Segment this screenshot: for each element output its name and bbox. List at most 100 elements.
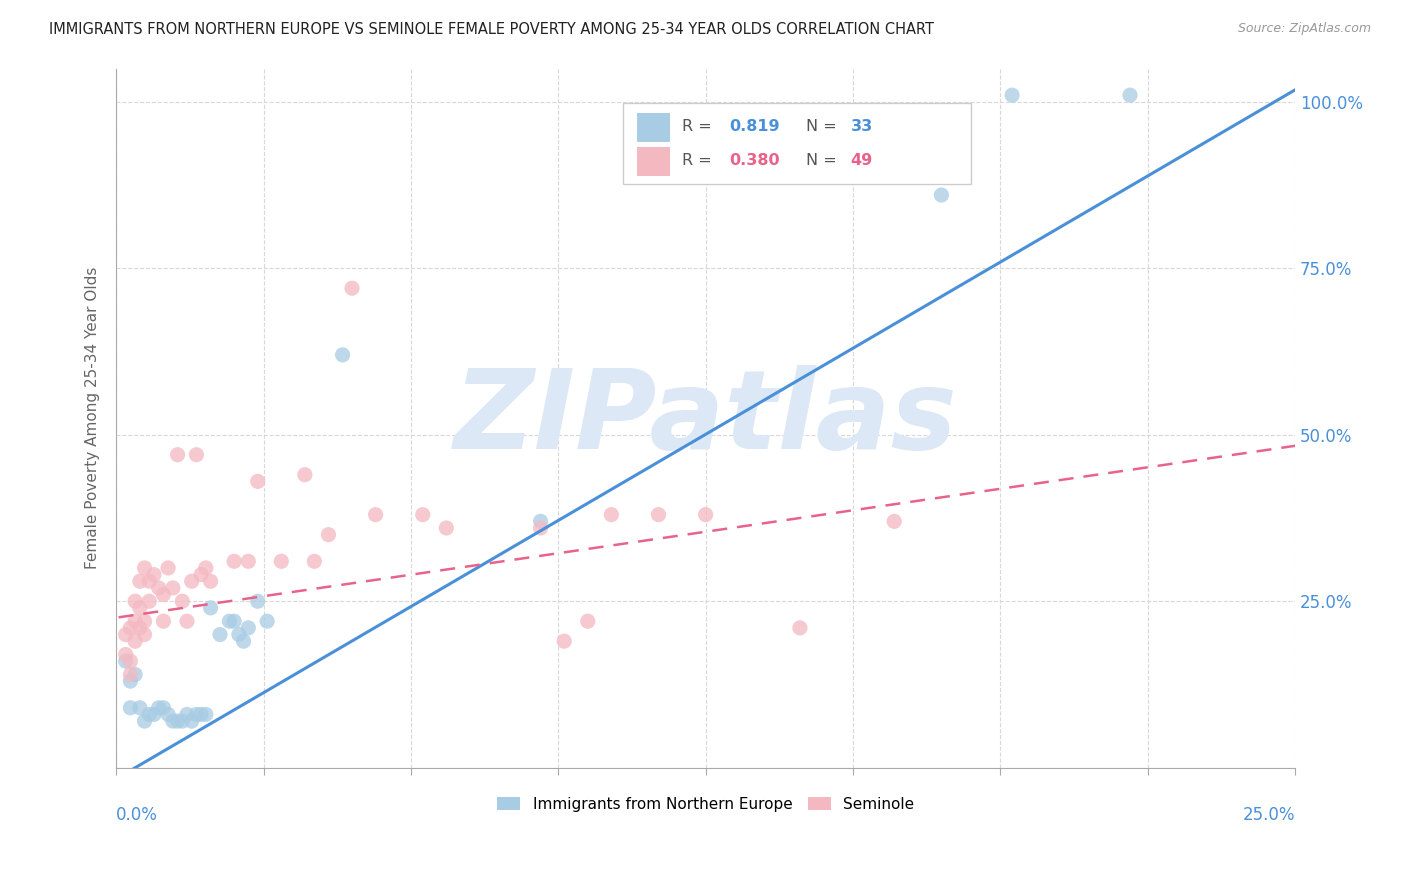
Point (246, 475, 269, 489)
Point (114, 654, 136, 668)
Bar (637, 112, 671, 142)
Point (883, 514, 905, 528)
Point (232, 634, 254, 648)
Point (128, 700, 150, 714)
Point (124, 594, 146, 608)
Point (143, 707, 166, 722)
Point (138, 574, 160, 589)
Text: ZIPatlas: ZIPatlas (454, 365, 957, 472)
Point (172, 714, 194, 728)
Point (157, 707, 180, 722)
Point (224, 554, 246, 568)
Point (114, 627, 136, 641)
Point (134, 627, 156, 641)
Point (128, 574, 150, 589)
Point (176, 707, 198, 722)
Point (172, 594, 194, 608)
Point (931, 188, 953, 202)
Point (246, 594, 269, 608)
Text: 33: 33 (851, 119, 873, 134)
Point (200, 574, 222, 589)
Point (134, 561, 156, 575)
Y-axis label: Female Poverty Among 25-34 Year Olds: Female Poverty Among 25-34 Year Olds (86, 267, 100, 569)
Point (1119, 88, 1142, 103)
Point (1001, 88, 1024, 103)
Point (124, 667, 146, 681)
Point (128, 621, 150, 635)
Point (190, 707, 212, 722)
Point (647, 508, 669, 522)
Point (138, 594, 160, 608)
Point (190, 567, 212, 582)
Legend: Immigrants from Northern Europe, Seminole: Immigrants from Northern Europe, Seminol… (489, 789, 921, 820)
Point (332, 348, 354, 362)
Point (148, 700, 170, 714)
Point (789, 621, 811, 635)
Point (238, 554, 260, 568)
Text: R =: R = (682, 153, 717, 169)
Point (124, 614, 146, 628)
Text: 0.380: 0.380 (730, 153, 780, 169)
Text: IMMIGRANTS FROM NORTHERN EUROPE VS SEMINOLE FEMALE POVERTY AMONG 25-34 YEAR OLDS: IMMIGRANTS FROM NORTHERN EUROPE VS SEMIN… (49, 22, 934, 37)
Point (318, 527, 340, 541)
Point (256, 614, 278, 628)
Point (553, 634, 575, 648)
Point (157, 561, 180, 575)
Point (224, 614, 246, 628)
Point (152, 588, 174, 602)
Point (270, 554, 292, 568)
Point (120, 621, 142, 635)
Point (238, 621, 260, 635)
Point (434, 521, 457, 535)
Point (162, 714, 184, 728)
Point (194, 707, 217, 722)
Point (304, 554, 326, 568)
Point (176, 614, 198, 628)
Point (166, 448, 188, 462)
Point (530, 514, 553, 528)
Point (120, 674, 142, 689)
Point (114, 648, 136, 662)
Point (208, 627, 231, 641)
Point (124, 634, 146, 648)
Point (194, 561, 217, 575)
Point (162, 581, 184, 595)
Point (340, 281, 363, 295)
Point (166, 714, 188, 728)
Text: 0.819: 0.819 (730, 119, 780, 134)
Point (576, 614, 599, 628)
Text: 49: 49 (851, 153, 873, 169)
Point (530, 521, 553, 535)
Point (180, 574, 202, 589)
Point (143, 567, 166, 582)
Text: Source: ZipAtlas.com: Source: ZipAtlas.com (1237, 22, 1371, 36)
Point (364, 508, 387, 522)
Point (186, 448, 208, 462)
Point (148, 581, 170, 595)
Point (412, 508, 434, 522)
Point (120, 667, 142, 681)
Point (134, 614, 156, 628)
Text: R =: R = (682, 119, 717, 134)
Point (695, 508, 717, 522)
Point (152, 700, 174, 714)
Point (134, 714, 156, 728)
Text: N =: N = (806, 119, 842, 134)
Point (120, 700, 142, 714)
Point (120, 654, 142, 668)
Bar (637, 147, 671, 177)
Point (138, 707, 160, 722)
Text: 0.0%: 0.0% (117, 806, 157, 824)
Text: 25.0%: 25.0% (1243, 806, 1295, 824)
Point (600, 508, 623, 522)
Point (218, 614, 240, 628)
Point (152, 614, 174, 628)
Point (228, 627, 250, 641)
Point (128, 600, 150, 615)
Point (294, 467, 316, 482)
Point (186, 707, 208, 722)
Point (180, 714, 202, 728)
FancyBboxPatch shape (623, 103, 972, 184)
Text: N =: N = (806, 153, 842, 169)
Point (200, 600, 222, 615)
